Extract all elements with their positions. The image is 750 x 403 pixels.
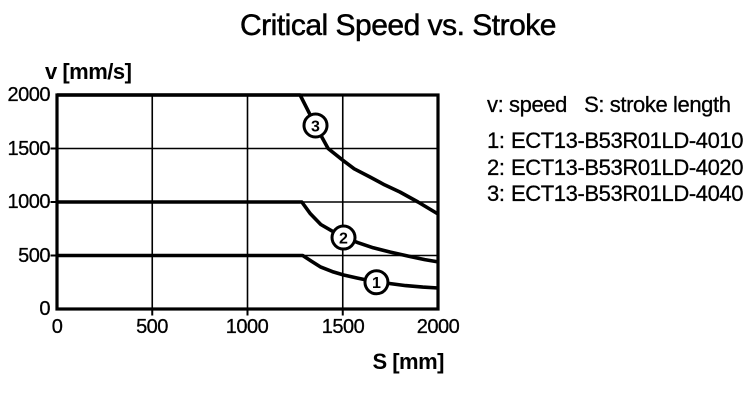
curve-marker-label-3: 3 — [311, 118, 320, 135]
y-tick-label-1500: 1500 — [7, 137, 50, 160]
legend-item-3: 3: ECT13-B53R01LD-4040 — [487, 181, 744, 208]
curve-marker-label-1: 1 — [372, 275, 381, 292]
curve-3 — [57, 93, 439, 216]
legend: 1: ECT13-B53R01LD-4010 2: ECT13-B53R01LD… — [487, 128, 744, 208]
curve-marker-3 — [302, 112, 329, 139]
chart-title: Critical Speed vs. Stroke — [240, 9, 557, 43]
curve-marker-label-2: 2 — [339, 230, 348, 247]
x-tick-label-0: 0 — [51, 316, 63, 338]
legend-item-2-model: ECT13-B53R01LD-4020 — [511, 154, 744, 180]
legend-item-2: 2: ECT13-B53R01LD-4020 — [487, 154, 744, 182]
legend-item-1-number: 1: — [487, 128, 505, 153]
curve-marker-2 — [330, 224, 357, 251]
x-tick-label-500: 500 — [136, 316, 169, 338]
curve-1 — [57, 253, 439, 290]
legend-item-1: 1: ECT13-B53R01LD-4010 — [487, 128, 744, 155]
y-tick-label-0: 0 — [39, 298, 50, 320]
curve-marker-1 — [363, 269, 390, 296]
y-axis-label: v [mm/s] — [45, 59, 132, 84]
y-tick-label-500: 500 — [18, 244, 51, 267]
legend-item-2-number: 2: — [487, 154, 505, 180]
x-axis-label: S [mm] — [372, 349, 444, 374]
x-tick-label-1500: 1500 — [321, 316, 365, 338]
legend-item-3-model: ECT13-B53R01LD-4040 — [511, 181, 744, 207]
x-tick-label-1000: 1000 — [225, 316, 269, 338]
y-tick-label-1000: 1000 — [7, 191, 50, 213]
y-tick-label-2000: 2000 — [7, 84, 50, 106]
plot-border — [55, 93, 440, 311]
legend-item-3-number: 3: — [487, 181, 505, 207]
legend-item-1-model: ECT13-B53R01LD-4010 — [511, 128, 744, 153]
x-tick-label-2000: 2000 — [416, 316, 460, 338]
legend-variable-definitions: v: speed S: stroke length — [487, 92, 731, 117]
